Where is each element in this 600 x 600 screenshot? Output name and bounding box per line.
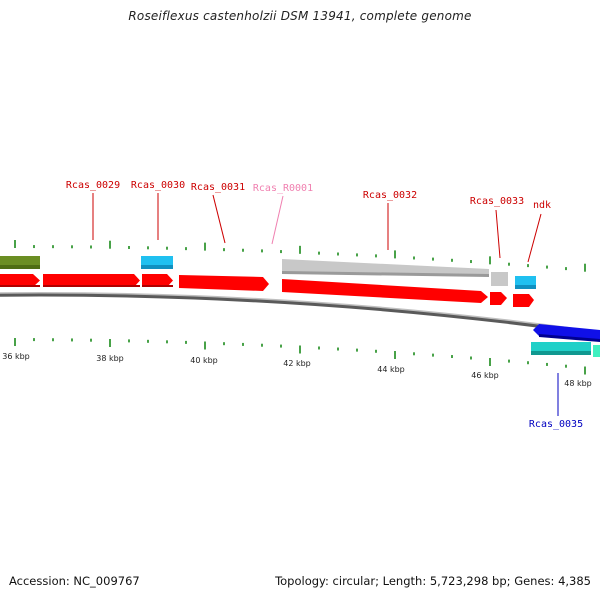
cds-Rcas_0033[interactable] [490,292,507,305]
gene-label-Rcas_0035[interactable]: Rcas_0035 [529,419,583,430]
reverse-strand-row [531,324,600,357]
length-label: Length: [382,574,427,588]
genome-summary-line: Topology: circular; Length: 5,723,298 bp… [275,574,591,588]
gene-label-Rcas_0030[interactable]: Rcas_0030 [131,180,185,191]
cds-shade [0,285,173,287]
cds-Rcas_0031[interactable] [179,275,269,291]
cds-ndk[interactable] [513,294,534,307]
rrna-gene-Rcas_R0001-shade [282,271,489,277]
accession-value: NC_009767 [73,574,140,588]
scale-label: 44 kbp [377,365,405,374]
scale-label: 46 kbp [471,371,499,380]
scale-label: 36 kbp [2,352,30,361]
lower-tick-ring [14,338,586,375]
trna-gene-Rcas_0030-shade [141,265,173,269]
gene-label-Rcas_0031[interactable]: Rcas_0031 [191,182,245,193]
scale-label: 42 kbp [283,359,311,368]
gene-label-Rcas_R0001[interactable]: Rcas_R0001 [253,183,313,194]
rrna-gene-reverse-shade [531,351,591,355]
gene-label-ndk[interactable]: ndk [533,200,551,211]
gene-callouts: Rcas_0029 Rcas_0030 Rcas_0031 Rcas_R0001 Rca… [66,180,583,430]
scale-label: 48 kbp [564,379,592,388]
olive-gene-block-shade [0,265,40,269]
callout-line-Rcas_0033 [495,209,501,259]
genes-label: Genes: [514,574,555,588]
upper-tick-ring [14,240,586,272]
genes-value: 4,385 [558,574,591,588]
rrna-gene-reverse-right[interactable] [593,345,600,357]
cds-Rcas_0035-shade [539,334,600,342]
cds-Rcas_0030-region[interactable] [142,274,173,287]
callout-line-ndk [527,213,542,263]
callout-line-Rcas_0031 [212,194,226,244]
gene-label-Rcas_0032[interactable]: Rcas_0032 [363,190,417,201]
accession-label: Accession: [9,574,70,588]
cds-Rcas_0029[interactable] [43,274,140,287]
genome-backbone [0,292,600,333]
length-value: 5,723,298 bp [429,574,507,588]
scale-label: 38 kbp [96,354,124,363]
pseudo-gene-small[interactable] [491,272,508,286]
accession-line: Accession: NC_009767 [9,574,140,588]
cds-arrow-left[interactable] [0,274,40,287]
scale-labels: 36 kbp 38 kbp 40 kbp 42 kbp 44 kbp 46 kbp 48 k… [2,352,592,388]
map-title: Roseiflexus castenholzii DSM 13941, comp… [128,9,472,23]
forward-cds-row [0,274,534,307]
callout-line-Rcas_R0001 [271,195,284,245]
topology-value: circular [332,574,376,588]
trna-gene-ndk-adjacent-shade [515,285,536,289]
forward-upper-row [0,256,536,289]
genome-backbone-shadow [0,293,600,336]
cds-Rcas_0032[interactable] [282,279,488,303]
gene-label-Rcas_0029[interactable]: Rcas_0029 [66,180,120,191]
gene-label-Rcas_0033[interactable]: Rcas_0033 [470,196,524,207]
topology-label: Topology: [275,574,329,588]
scale-label: 40 kbp [190,356,218,365]
